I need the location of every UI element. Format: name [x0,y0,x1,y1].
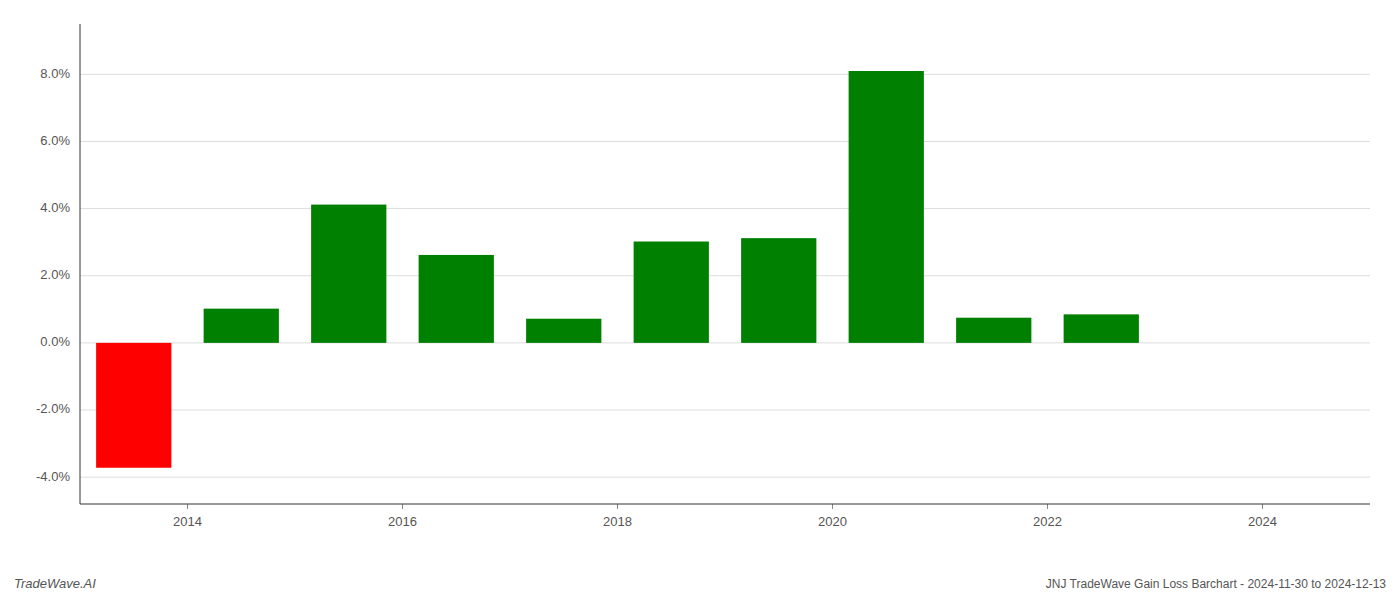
bar [1064,314,1139,343]
x-axis: 2014 2016 2018 2020 2022 2024 [173,504,1277,529]
title: JNJ TradeWave Gain Loss Barchart - 2024-… [1046,577,1387,591]
bar [849,71,924,343]
grid-line [80,410,1370,411]
y-tick-label: 8.0% [40,66,70,81]
x-tick-label: 2022 [1033,514,1062,529]
y-tick-label: 2.0% [40,267,70,282]
bar [956,318,1031,343]
bar [741,238,816,343]
y-axis: -4.0% -2.0% 0.0% 2.0% 4.0% 6.0% 8.0% [36,66,70,484]
bar [96,343,171,468]
x-axis-line [80,504,1370,505]
y-tick-label: -4.0% [36,469,70,484]
chart: -4.0%-2.0%0.0%2.0%4.0%6.0%8.0%2014201620… [0,0,1400,600]
y-tick-label: 4.0% [40,200,70,215]
bar [311,205,386,343]
x-tick [402,504,403,509]
x-tick-label: 2020 [818,514,847,529]
grid-line [80,477,1370,478]
x-tick-label: 2024 [1248,514,1277,529]
watermark: TradeWave.AI [14,576,96,591]
x-tick [832,504,833,509]
bar [419,255,494,343]
grid [80,74,1370,477]
x-tick [617,504,618,509]
x-tick-label: 2018 [603,514,632,529]
grid-line [80,141,1370,142]
y-tick-label: -2.0% [36,401,70,416]
y-axis-line [80,24,81,504]
x-tick-label: 2016 [388,514,417,529]
x-tick [187,504,188,509]
y-tick-label: 6.0% [40,133,70,148]
x-tick [1047,504,1048,509]
bar [204,309,279,343]
grid-line [80,208,1370,209]
bar [526,319,601,343]
grid-line [80,74,1370,75]
y-tick-label: 0.0% [40,334,70,349]
x-tick [1262,504,1263,509]
x-tick-label: 2014 [173,514,202,529]
background [0,0,1400,600]
grid-line [80,275,1370,276]
bars [96,71,1139,468]
bar [634,242,709,343]
